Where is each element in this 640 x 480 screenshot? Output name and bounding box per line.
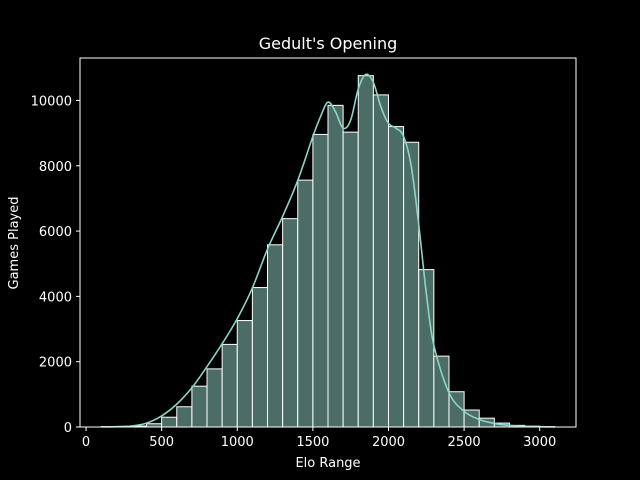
histogram-bar xyxy=(267,244,284,428)
histogram-bar xyxy=(297,179,314,428)
x-tick-label: 0 xyxy=(82,435,90,450)
y-tick-label: 6000 xyxy=(39,225,72,240)
histogram-bar xyxy=(176,406,193,428)
x-axis-label: Elo Range xyxy=(295,456,360,471)
y-tick-label: 8000 xyxy=(39,160,72,175)
histogram-bars xyxy=(100,75,556,428)
y-tick-label: 2000 xyxy=(39,356,72,371)
x-tick-label: 3000 xyxy=(523,435,556,450)
histogram-bar xyxy=(236,320,253,428)
x-tick-label: 2000 xyxy=(372,435,405,450)
x-tick-label: 500 xyxy=(149,435,174,450)
histogram-bar xyxy=(342,131,359,428)
histogram-bar xyxy=(403,141,420,428)
chart-title: Gedult's Opening xyxy=(259,34,398,53)
histogram-bar xyxy=(191,385,208,428)
histogram-bar xyxy=(282,218,299,428)
x-tick-label: 1500 xyxy=(296,435,329,450)
x-tick-label: 1000 xyxy=(221,435,254,450)
plot-frame xyxy=(79,57,577,428)
y-tick-label: 10000 xyxy=(31,94,72,109)
kde-line xyxy=(101,73,555,428)
histogram-bar xyxy=(433,355,450,428)
histogram-bar xyxy=(251,287,269,428)
y-tick-label: 4000 xyxy=(39,290,72,305)
histogram-bar xyxy=(387,126,405,428)
histogram-bar xyxy=(161,416,178,428)
histogram-bar xyxy=(372,94,389,428)
histogram-bar xyxy=(221,343,238,428)
y-axis-ticks: 0 2000 4000 6000 8000 10000 xyxy=(31,94,80,436)
histogram-bar xyxy=(312,133,329,428)
y-axis-label: Games Played xyxy=(7,197,22,290)
x-tick-label: 2500 xyxy=(448,435,481,450)
histogram-bar xyxy=(357,75,374,428)
histogram-bar xyxy=(206,368,223,428)
y-tick-label: 0 xyxy=(64,421,72,436)
kde-curve-group xyxy=(101,73,555,428)
histogram-bar xyxy=(327,104,344,428)
x-axis-ticks: 0 500 1000 1500 2000 2500 3000 xyxy=(82,427,556,450)
